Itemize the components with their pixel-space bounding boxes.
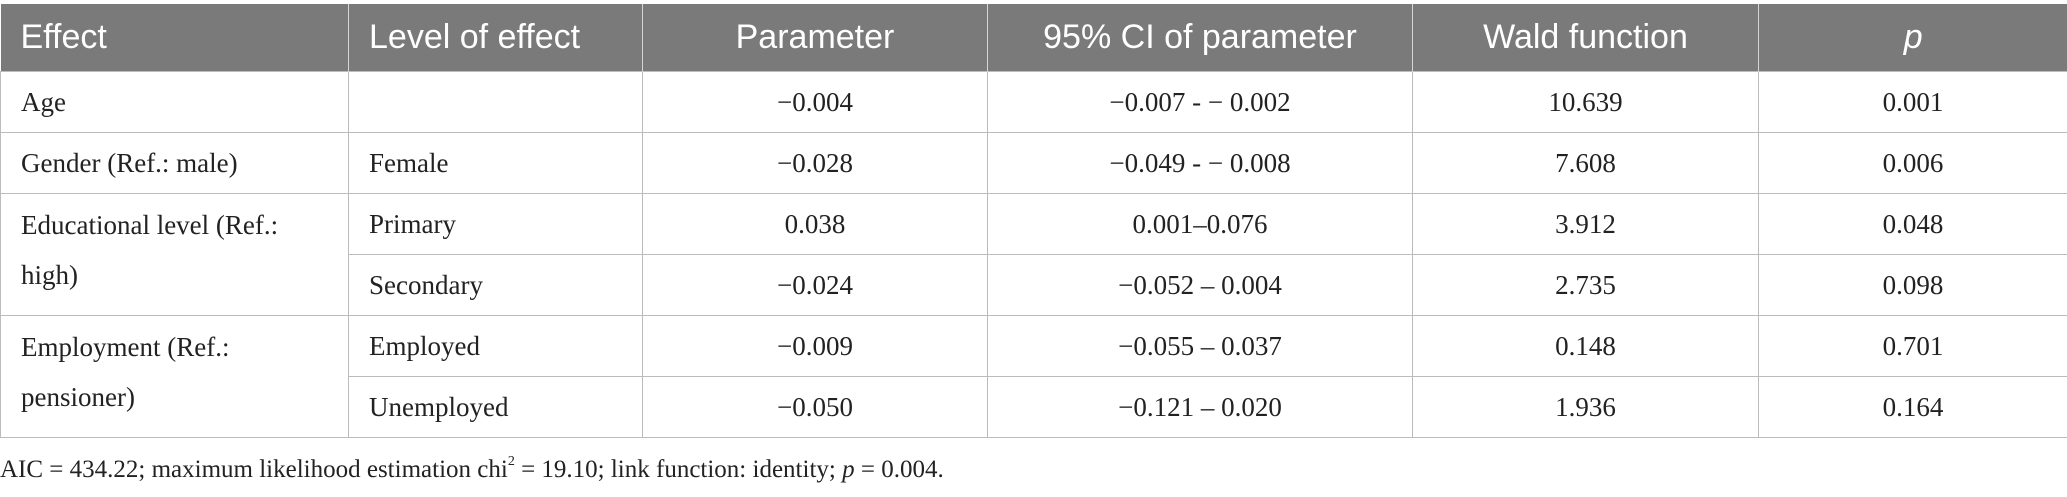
table-row: Age −0.004 −0.007 - − 0.002 10.639 0.001 <box>0 71 2067 133</box>
header-parameter: Parameter <box>642 4 988 72</box>
cell-wald: 2.735 <box>1412 254 1759 316</box>
footnote-text-2: = 19.10; link function: identity; <box>514 456 843 483</box>
table-row: Unemployed −0.050 −0.121 – 0.020 1.936 0… <box>1 376 2067 438</box>
table-row: Employment (Ref.: pensioner) Employed −0… <box>0 315 2067 438</box>
cell-parameter: −0.024 <box>642 254 988 316</box>
cell-level: Secondary <box>348 254 643 316</box>
cell-wald: 7.608 <box>1412 132 1759 194</box>
cell-ci: −0.052 – 0.004 <box>987 254 1413 316</box>
footnote-superscript: 2 <box>507 454 515 469</box>
table-row: Gender (Ref.: male) Female −0.028 −0.049… <box>0 132 2067 194</box>
cell-ci: −0.121 – 0.020 <box>987 376 1413 438</box>
cell-level: Female <box>348 132 643 194</box>
table-row: Educational level (Ref.: high) Primary 0… <box>0 193 2067 316</box>
cell-level <box>348 71 643 133</box>
cell-p: 0.098 <box>1758 254 2067 316</box>
cell-wald: 10.639 <box>1412 71 1759 133</box>
cell-parameter: −0.009 <box>642 315 988 377</box>
cell-ci: −0.049 - − 0.008 <box>987 132 1413 194</box>
cell-p: 0.001 <box>1758 71 2067 133</box>
cell-parameter: −0.050 <box>642 376 988 438</box>
cell-wald: 0.148 <box>1412 315 1759 377</box>
table-footnote: AIC = 434.22; maximum likelihood estimat… <box>0 454 944 484</box>
cell-effect: Gender (Ref.: male) <box>0 132 349 194</box>
cell-ci: −0.007 - − 0.002 <box>987 71 1413 133</box>
header-ci: 95% CI of parameter <box>987 4 1413 72</box>
cell-parameter: 0.038 <box>642 193 988 255</box>
cell-effect: Employment (Ref.: pensioner) <box>0 315 349 438</box>
cell-effect: Age <box>0 71 349 133</box>
footnote-p-symbol: p <box>842 456 855 483</box>
cell-p: 0.701 <box>1758 315 2067 377</box>
cell-wald: 3.912 <box>1412 193 1759 255</box>
cell-level: Unemployed <box>348 376 643 438</box>
cell-level: Employed <box>348 315 643 377</box>
cell-p: 0.048 <box>1758 193 2067 255</box>
cell-wald: 1.936 <box>1412 376 1759 438</box>
header-level: Level of effect <box>348 4 643 72</box>
cell-p: 0.006 <box>1758 132 2067 194</box>
results-table: Effect Level of effect Parameter 95% CI … <box>0 4 2067 438</box>
cell-parameter: −0.028 <box>642 132 988 194</box>
header-p: p <box>1758 4 2067 72</box>
footnote-text-1: AIC = 434.22; maximum likelihood estimat… <box>0 456 508 483</box>
header-effect: Effect <box>0 4 349 72</box>
cell-parameter: −0.004 <box>642 71 988 133</box>
header-row: Effect Level of effect Parameter 95% CI … <box>0 4 2067 72</box>
header-wald: Wald function <box>1412 4 1759 72</box>
cell-ci: 0.001–0.076 <box>987 193 1413 255</box>
cell-p: 0.164 <box>1758 376 2067 438</box>
cell-level: Primary <box>348 193 643 255</box>
cell-ci: −0.055 – 0.037 <box>987 315 1413 377</box>
cell-effect: Educational level (Ref.: high) <box>0 193 349 316</box>
footnote-text-3: = 0.004. <box>854 456 944 483</box>
